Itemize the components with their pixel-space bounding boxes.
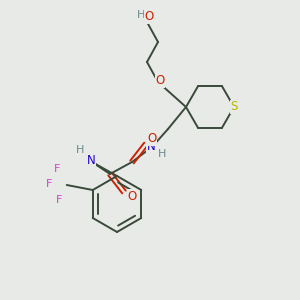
Text: F: F [56, 195, 62, 205]
Text: O: O [128, 190, 136, 202]
Text: S: S [230, 100, 238, 113]
Text: O: O [155, 74, 165, 88]
Text: O: O [147, 133, 157, 146]
Text: O: O [144, 11, 154, 23]
Text: N: N [147, 140, 155, 152]
Text: H: H [137, 10, 145, 20]
Text: N: N [87, 154, 95, 166]
Text: H: H [158, 149, 166, 159]
Text: F: F [46, 179, 52, 189]
Text: H: H [76, 145, 84, 155]
Text: F: F [54, 164, 60, 174]
